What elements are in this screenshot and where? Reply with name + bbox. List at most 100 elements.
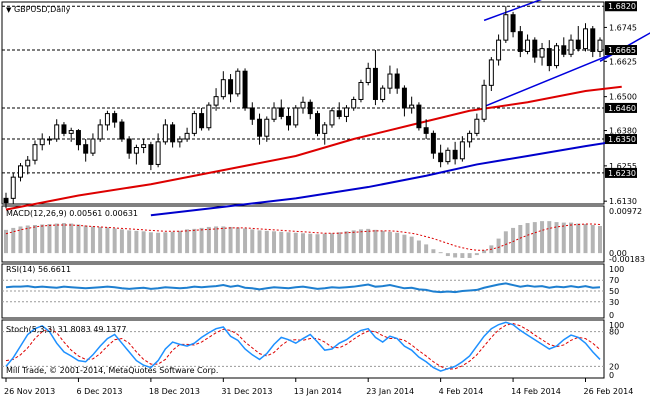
- candle[interactable]: [141, 139, 147, 154]
- candle[interactable]: [409, 96, 415, 114]
- candle[interactable]: [517, 26, 523, 58]
- candle[interactable]: [532, 37, 538, 63]
- trendline[interactable]: [483, 0, 542, 22]
- candle[interactable]: [286, 107, 292, 131]
- candle[interactable]: [474, 113, 480, 137]
- candle[interactable]: [583, 23, 589, 52]
- macd-histogram-bar: [192, 228, 197, 254]
- candle[interactable]: [372, 50, 378, 106]
- candle[interactable]: [380, 85, 386, 103]
- candle[interactable]: [10, 172, 16, 204]
- candle[interactable]: [68, 127, 74, 142]
- moving-average-blue[interactable]: [150, 139, 622, 217]
- candle[interactable]: [336, 102, 342, 120]
- price-label-highlight: [605, 167, 637, 178]
- candle[interactable]: [539, 42, 545, 66]
- candle[interactable]: [170, 122, 176, 148]
- candle[interactable]: [264, 116, 270, 142]
- trendline[interactable]: [483, 49, 623, 108]
- candle[interactable]: [112, 110, 118, 128]
- candle[interactable]: [481, 79, 487, 123]
- candle[interactable]: [430, 130, 436, 159]
- candle[interactable]: [61, 122, 67, 137]
- candle[interactable]: [343, 105, 349, 123]
- candle[interactable]: [554, 42, 560, 69]
- candle[interactable]: [235, 68, 241, 97]
- candle[interactable]: [119, 119, 125, 142]
- candle[interactable]: [438, 144, 444, 168]
- candle[interactable]: [401, 85, 407, 117]
- candle[interactable]: [314, 110, 320, 137]
- candle[interactable]: [228, 74, 234, 103]
- candle[interactable]: [162, 119, 168, 145]
- candle[interactable]: [525, 34, 531, 55]
- candle[interactable]: [590, 26, 596, 58]
- candle-body: [271, 107, 277, 120]
- candle[interactable]: [575, 26, 581, 52]
- candle[interactable]: [249, 102, 255, 125]
- candle[interactable]: [597, 37, 603, 58]
- macd-histogram-bar: [358, 229, 363, 254]
- candle[interactable]: [46, 136, 52, 145]
- candle[interactable]: [546, 40, 552, 72]
- candle[interactable]: [365, 62, 371, 86]
- macd-histogram-bar: [496, 238, 501, 254]
- candle[interactable]: [242, 68, 248, 111]
- chart-menu-arrow-icon[interactable]: ▼: [6, 6, 12, 14]
- candle[interactable]: [300, 96, 306, 114]
- candle[interactable]: [104, 110, 110, 131]
- candle-body: [430, 132, 436, 154]
- candle[interactable]: [97, 119, 103, 142]
- candle[interactable]: [351, 96, 357, 111]
- candle[interactable]: [452, 141, 458, 165]
- candle[interactable]: [358, 79, 364, 103]
- candle[interactable]: [32, 140, 38, 165]
- candle[interactable]: [496, 34, 502, 66]
- candle[interactable]: [503, 6, 509, 43]
- candle[interactable]: [561, 37, 567, 58]
- candle[interactable]: [257, 113, 263, 145]
- candle[interactable]: [25, 155, 31, 175]
- candle[interactable]: [394, 68, 400, 94]
- candle[interactable]: [155, 133, 161, 168]
- candle[interactable]: [75, 129, 81, 151]
- candle[interactable]: [39, 133, 45, 151]
- candle[interactable]: [293, 105, 299, 128]
- candle[interactable]: [510, 11, 516, 38]
- macd-histogram-bar: [264, 230, 269, 254]
- rsi-line[interactable]: [5, 282, 601, 294]
- candle[interactable]: [387, 65, 393, 94]
- candle[interactable]: [307, 99, 313, 120]
- candle[interactable]: [126, 136, 132, 159]
- candle[interactable]: [184, 127, 190, 142]
- candle[interactable]: [322, 122, 328, 145]
- candle[interactable]: [3, 192, 9, 209]
- candle[interactable]: [213, 88, 219, 111]
- candle[interactable]: [206, 102, 212, 131]
- candle[interactable]: [191, 110, 197, 137]
- candle[interactable]: [133, 144, 139, 165]
- candle[interactable]: [423, 119, 429, 140]
- candle[interactable]: [220, 71, 226, 100]
- stoch-main-line[interactable]: [5, 321, 601, 372]
- candle[interactable]: [83, 139, 89, 162]
- candle[interactable]: [177, 136, 183, 148]
- moving-average-red[interactable]: [5, 85, 622, 211]
- candle[interactable]: [278, 99, 284, 120]
- candle[interactable]: [459, 136, 465, 162]
- candle[interactable]: [488, 57, 494, 91]
- candle[interactable]: [199, 107, 205, 131]
- candle[interactable]: [445, 147, 451, 165]
- candle[interactable]: [54, 119, 60, 142]
- candle[interactable]: [90, 133, 96, 156]
- candle[interactable]: [148, 141, 154, 171]
- macd-histogram-bar: [561, 222, 566, 254]
- candle[interactable]: [416, 102, 422, 131]
- candle[interactable]: [568, 34, 574, 58]
- candle[interactable]: [17, 163, 23, 182]
- candle[interactable]: [467, 130, 473, 148]
- candle-body: [133, 146, 139, 154]
- candle[interactable]: [271, 102, 277, 123]
- candle[interactable]: [329, 107, 335, 128]
